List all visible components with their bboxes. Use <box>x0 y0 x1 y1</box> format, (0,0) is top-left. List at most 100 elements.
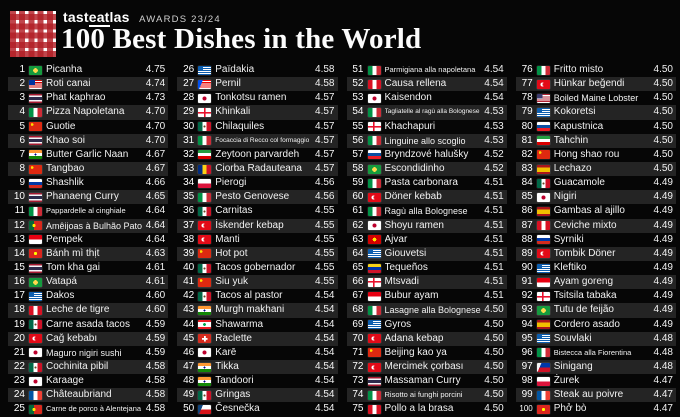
rating-value: 4.54 <box>315 346 335 358</box>
list-item: 45 Raclette 4.54 <box>177 331 338 346</box>
list-item: 48 Tandoori 4.54 <box>177 374 337 388</box>
list-item: 84 Guacamole 4.49 <box>516 176 676 190</box>
flag-italy-icon <box>367 178 381 188</box>
dish-name: Żurek <box>553 375 580 387</box>
dish-name: Tahchin <box>553 134 589 146</box>
dish-name: Tom kha gai <box>46 262 100 274</box>
rank-number: 28 <box>183 92 195 104</box>
rating-value: 4.64 <box>145 205 166 217</box>
dish-name: Tutu de feijão <box>553 304 614 316</box>
rating-value: 4.61 <box>145 276 166 288</box>
rating-value: 4.50 <box>653 148 673 160</box>
rank-number: 67 <box>352 290 364 302</box>
rank-number: 98 <box>521 375 533 387</box>
rank-number: 50 <box>183 403 195 415</box>
dish-name: Cordero asado <box>553 318 620 330</box>
rank-number: 78 <box>521 92 533 104</box>
rank-number: 77 <box>521 78 533 90</box>
flag-thailand-icon <box>29 93 42 103</box>
flag-poland-icon <box>536 376 550 386</box>
rating-value: 4.50 <box>653 120 673 132</box>
list-item: 9 Shashlik 4.66 <box>8 176 168 190</box>
ranking-column: 51 Parmigiana alla napoletana 4.54 52 Causa … <box>346 63 507 417</box>
dish-name: Hot pot <box>215 247 248 259</box>
rank-number: 70 <box>352 332 364 344</box>
flag-japan-icon <box>198 348 212 358</box>
rank-number: 86 <box>521 205 533 217</box>
flag-france-icon <box>536 390 550 400</box>
dish-name: Bryndzové halušky <box>384 148 469 160</box>
rating-value: 4.53 <box>484 120 504 132</box>
ranking-column: 1 Picanha 4.75 2 Roti canai 4.74 3 Phat kaphrao… <box>8 63 169 417</box>
awards-label: AWARDS 23/24 <box>139 14 221 25</box>
flag-turkey-icon <box>367 192 381 202</box>
rating-value: 4.51 <box>484 290 504 302</box>
dish-name: Raclette <box>215 332 252 344</box>
flag-china-icon <box>536 150 550 160</box>
dish-name: Khachapuri <box>384 120 436 132</box>
rank-number: 7 <box>19 148 25 160</box>
rating-value: 4.50 <box>484 332 504 344</box>
flag-greece-icon <box>198 65 212 75</box>
flag-italy-icon <box>29 107 42 117</box>
rank-number: 100 <box>519 404 533 414</box>
list-item: 12 Amêijoas à Bulhão Pato 4.64 <box>8 218 169 233</box>
flag-russia-icon <box>536 235 550 245</box>
flag-italy-icon <box>29 206 42 216</box>
rating-value: 4.51 <box>484 247 504 259</box>
rank-number: 64 <box>352 247 364 259</box>
list-item: 15 Tom kha gai 4.61 <box>8 261 168 275</box>
flag-japan-icon <box>536 192 550 202</box>
rank-number: 82 <box>521 148 533 160</box>
dish-name: Beijing kao ya <box>384 346 447 358</box>
dish-name: Karē <box>215 346 237 358</box>
list-item: 30 Chilaquiles 4.57 <box>177 120 337 134</box>
dish-name: Khao soi <box>46 134 85 146</box>
flag-turkey-icon <box>29 334 42 344</box>
list-item: 33 Ciorba Radauteana 4.57 <box>177 161 338 177</box>
rank-number: 48 <box>183 375 195 387</box>
rank-number: 9 <box>19 177 25 189</box>
list-item: 56 Linguine allo scoglio 4.53 <box>346 133 507 148</box>
dish-name: Dakos <box>46 290 75 302</box>
dish-name: Ciorba Radauteana <box>215 163 302 175</box>
flag-mexico-icon <box>198 390 212 400</box>
rating-value: 4.55 <box>315 247 335 259</box>
ranking-column: 26 Païdakia 4.58 27 Pernil 4.58 28 Tonkotsu ram… <box>177 63 338 417</box>
dish-name: Ceviche mixto <box>553 219 617 231</box>
rating-value: 4.47 <box>653 403 673 415</box>
list-item: 16 Vatapá 4.61 <box>8 275 169 290</box>
rating-value: 4.51 <box>484 177 504 189</box>
flag-thailand-icon <box>29 192 42 202</box>
list-item: 28 Tonkotsu ramen 4.57 <box>177 91 337 105</box>
list-item: 97 Sinigang 4.48 <box>515 359 676 375</box>
rank-number: 73 <box>352 375 364 387</box>
list-item: 46 Karē 4.54 <box>177 346 337 360</box>
rank-number: 74 <box>352 389 364 401</box>
list-item: 44 Shawarma 4.54 <box>177 318 337 332</box>
list-item: 91 Ayam goreng 4.49 <box>515 275 676 290</box>
rank-number: 85 <box>521 191 533 203</box>
rating-value: 4.55 <box>315 233 335 245</box>
flag-thailand-icon <box>29 136 42 146</box>
rating-value: 4.50 <box>484 346 504 358</box>
rating-value: 4.51 <box>484 233 504 245</box>
list-item: 5 Guotie 4.70 <box>8 120 168 134</box>
rank-number: 39 <box>183 247 195 259</box>
list-item: 19 Carne asada tacos 4.59 <box>8 318 168 332</box>
list-item: 4 Pizza Napoletana 4.70 <box>8 105 169 120</box>
rank-number: 61 <box>352 205 364 217</box>
dish-name: Tangbao <box>46 163 85 175</box>
flag-brazil-icon <box>367 164 381 174</box>
dish-name: Gambas al ajillo <box>553 205 625 217</box>
dish-name: Pernil <box>215 78 241 90</box>
dish-name: Karaage <box>46 375 84 387</box>
rank-number: 37 <box>183 219 195 231</box>
flag-iran-icon <box>536 136 550 146</box>
list-item: 55 Khachapuri 4.53 <box>347 120 507 134</box>
flag-italy-icon <box>536 348 550 358</box>
rank-number: 40 <box>183 262 195 274</box>
list-item: 81 Tahchin 4.50 <box>515 133 676 148</box>
list-item: 14 Bánh mì thịt 4.63 <box>8 246 169 261</box>
flag-vietnam-icon <box>536 404 550 414</box>
